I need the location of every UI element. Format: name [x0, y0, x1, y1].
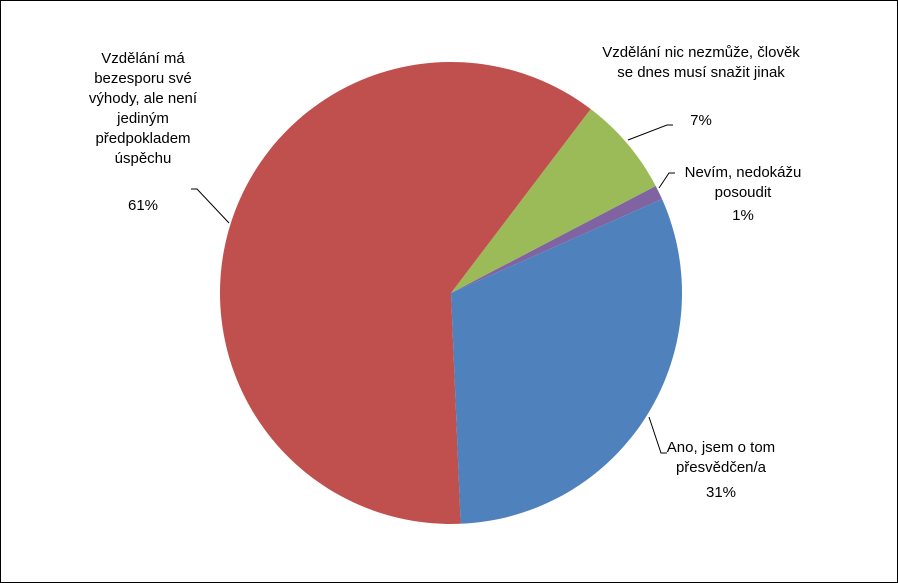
leader-line — [627, 124, 673, 141]
slice-label: Vzdělání nic nezmůže, člověk se dnes mus… — [602, 44, 800, 81]
value-label: 7% — [690, 112, 712, 129]
pie-slice — [220, 61, 591, 524]
pie-slice — [451, 109, 656, 293]
value-label: 31% — [705, 484, 737, 501]
slice-label: Vzdělání má bezesporu své výhody, ale ne… — [88, 50, 198, 167]
value-label: 1% — [732, 207, 754, 224]
pie-slice — [451, 185, 663, 293]
pie-slice — [451, 199, 682, 524]
leader-line — [658, 172, 675, 189]
value-label: 61% — [127, 197, 159, 214]
leader-line — [648, 416, 667, 454]
leader-line — [191, 188, 230, 224]
slice-label: Ano, jsem o tom přesvědčen/a — [666, 439, 776, 476]
slice-label: Nevím, nedokážu posoudit — [684, 164, 802, 201]
